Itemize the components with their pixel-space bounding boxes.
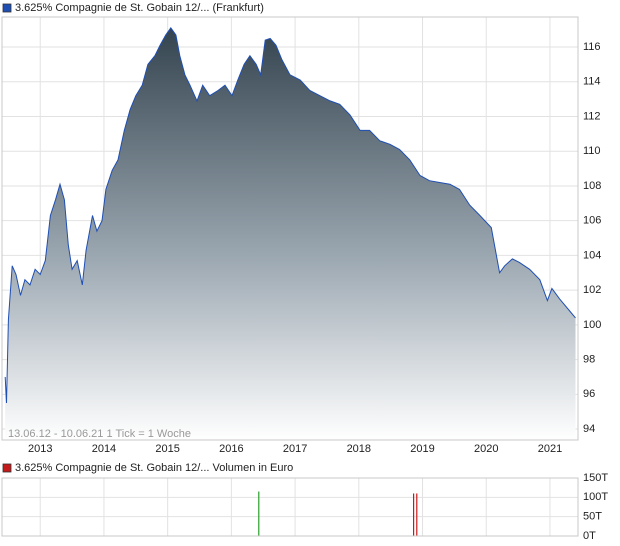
y-tick-label: 104 (583, 249, 601, 261)
plot-frame (1, 16, 579, 441)
x-tick-label: 2021 (538, 443, 562, 455)
x-tick-label: 2020 (474, 443, 498, 455)
y-tick-label: 114 (583, 76, 601, 88)
x-tick-label: 2016 (219, 443, 243, 455)
price-area (5, 27, 576, 441)
y-tick-label: 112 (583, 110, 601, 122)
x-tick-label: 2018 (347, 443, 371, 455)
legend-swatch (2, 3, 12, 13)
y-tick-label: 98 (583, 354, 595, 366)
y-tick-label: 100T (583, 491, 608, 503)
x-tick-label: 2017 (283, 443, 307, 455)
x-tick-label: 2013 (28, 443, 52, 455)
price-line (4, 27, 576, 404)
y-tick-label: 106 (583, 215, 601, 227)
legend-label: 3.625% Compagnie de St. Gobain 12/... (F… (15, 2, 264, 14)
y-tick-label: 0T (583, 530, 596, 542)
y-tick-label: 110 (583, 145, 601, 157)
legend-swatch (2, 463, 12, 473)
legend-label: 3.625% Compagnie de St. Gobain 12/... Vo… (15, 462, 293, 474)
annotation: 13.06.12 - 10.06.21 1 Tick = 1 Woche (8, 428, 191, 440)
x-tick-label: 2014 (92, 443, 116, 455)
y-tick-label: 150T (583, 472, 608, 484)
plot-frame (1, 477, 579, 537)
y-tick-label: 108 (583, 180, 601, 192)
y-tick-label: 96 (583, 388, 595, 400)
x-tick-label: 2015 (155, 443, 179, 455)
y-tick-label: 50T (583, 511, 602, 523)
y-tick-label: 94 (583, 423, 595, 435)
y-tick-label: 116 (583, 41, 601, 53)
y-tick-label: 100 (583, 319, 601, 331)
y-tick-label: 102 (583, 284, 601, 296)
x-tick-label: 2019 (410, 443, 434, 455)
